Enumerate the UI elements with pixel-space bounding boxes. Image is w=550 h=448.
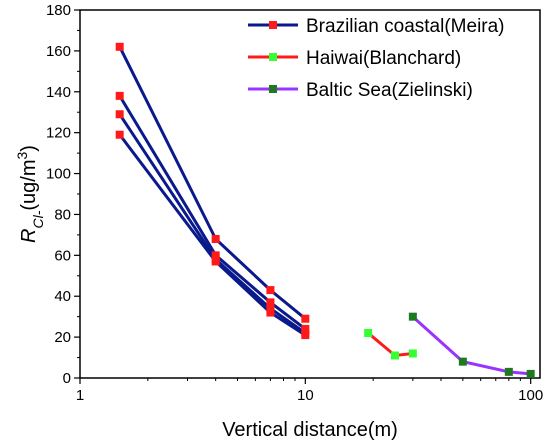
data-point-0-3-0 [115, 130, 124, 139]
data-point-0-1-3 [301, 324, 310, 333]
y-tick-label: 120 [46, 125, 71, 142]
series-line-0-0 [118, 46, 307, 320]
data-point-0-2-0 [115, 110, 124, 119]
y-tick-label: 0 [63, 370, 71, 387]
series-line-2-0 [411, 315, 531, 376]
series-line-0-3 [118, 133, 307, 337]
data-point-1-0-2 [408, 349, 417, 358]
series-layer [115, 42, 535, 378]
axis-ticks: 0 20 40 60 80 100 120 140 160 180 1 10 100 [46, 2, 543, 404]
y-tick-label: 140 [46, 84, 71, 101]
data-point-0-1-0 [115, 91, 124, 100]
y-tick-label: 160 [46, 43, 71, 60]
series-line-0-1 [118, 95, 307, 331]
legend-marker [269, 53, 277, 61]
x-tick-label: 1 [76, 387, 84, 404]
legend-marker [269, 85, 277, 93]
data-point-1-0-0 [364, 329, 373, 338]
data-point-0-3-1 [211, 257, 220, 266]
y-tick-label: 40 [54, 288, 71, 305]
series-line-0-2 [118, 113, 307, 335]
y-tick-label: 20 [54, 329, 71, 346]
series-line-1-0 [367, 331, 413, 358]
legend-marker [269, 21, 277, 29]
y-axis-title-sub: Cl- [30, 210, 46, 228]
x-tick-label: 10 [297, 387, 314, 404]
data-point-0-1-2 [266, 298, 275, 307]
data-point-0-2-2 [266, 304, 275, 313]
legend: Brazilian coastal(Meira) Haiwai(Blanchard… [248, 16, 505, 101]
data-point-0-1-1 [211, 251, 220, 260]
legend-label: Brazilian coastal(Meira) [306, 16, 505, 37]
y-axis-title: RCl-(ug/m3) [14, 145, 46, 243]
y-axis-title-sup: 3 [14, 152, 30, 160]
legend-label: Haiwai(Blanchard) [306, 48, 461, 69]
data-point-2-0-3 [526, 369, 535, 378]
y-axis-title-main: R [18, 229, 40, 243]
y-tick-label: 60 [54, 247, 71, 264]
y-axis-title-rest: (ug/m [18, 160, 40, 211]
data-point-0-0-1 [211, 234, 220, 243]
data-point-1-0-1 [391, 351, 400, 360]
y-axis-title-close: ) [18, 145, 40, 152]
data-point-0-0-0 [115, 42, 124, 51]
data-point-0-3-3 [301, 331, 310, 340]
svg-text:RCl-(ug/m3): RCl-(ug/m3) [14, 145, 46, 243]
data-point-0-0-2 [266, 286, 275, 295]
data-point-2-0-0 [408, 312, 417, 321]
y-tick-label: 80 [54, 206, 71, 223]
data-point-2-0-1 [458, 357, 467, 366]
y-tick-label: 180 [46, 2, 71, 19]
data-point-2-0-2 [504, 367, 513, 376]
data-point-0-0-3 [301, 314, 310, 323]
data-point-0-3-2 [266, 308, 275, 317]
legend-label: Baltic Sea(Zielinski) [306, 80, 473, 101]
x-axis-title: Vertical distance(m) [222, 419, 398, 441]
x-tick-label: 100 [518, 387, 543, 404]
y-tick-label: 100 [46, 166, 71, 183]
